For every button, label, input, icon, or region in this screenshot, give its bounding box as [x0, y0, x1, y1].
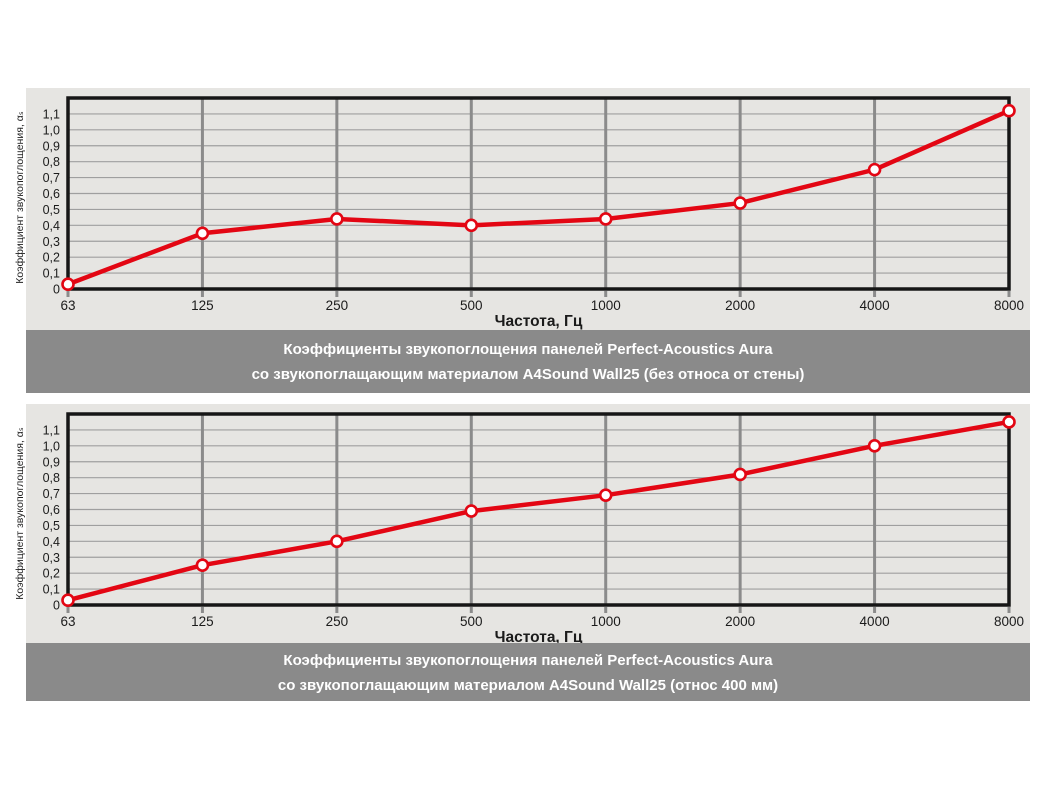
x-tick-label: 8000 — [994, 614, 1024, 629]
bottom-chart-y-axis-title: Коэффициент звукопоглощения, αₛ — [14, 427, 26, 600]
plot-border — [66, 96, 1011, 291]
data-point — [464, 504, 479, 518]
y-tick-label: 0,9 — [43, 455, 60, 469]
x-axis-title: Частота, Гц — [495, 629, 583, 646]
plot-border — [66, 412, 1011, 607]
data-point — [598, 212, 613, 226]
data-point — [733, 467, 747, 482]
y-tick-label: 0,5 — [43, 519, 60, 533]
y-tick-label: 1,0 — [43, 439, 60, 453]
top-chart-caption: Коэффициенты звукопоглощения панелей Per… — [26, 330, 1030, 393]
y-tick-label: 0,3 — [43, 235, 60, 249]
x-tick-label: 63 — [60, 614, 75, 629]
data-point — [598, 488, 613, 502]
bottom-chart-caption-line2: со звукопоглащающим материалом A4Sound W… — [277, 677, 779, 694]
x-tick-label: 1000 — [591, 614, 621, 629]
x-tick-label: 500 — [460, 298, 483, 313]
x-tick-label: 2000 — [725, 298, 755, 313]
y-tick-label: 0,2 — [43, 567, 60, 581]
bottom-chart-plot: 0 0,1 0,2 0,3 0,4 0,5 0,6 0,7 0,8 0,9 1,0 1,1 63 125 2… — [43, 412, 1024, 646]
y-tick-label: 0,6 — [43, 187, 60, 201]
data-point — [195, 558, 210, 573]
data-point — [195, 226, 210, 241]
y-tick-label: 0,9 — [43, 139, 60, 153]
y-tick-label: 0,4 — [43, 219, 60, 233]
y-tick-label: 0,2 — [43, 251, 60, 265]
x-tick-label: 250 — [326, 614, 349, 629]
x-tick-label: 125 — [191, 614, 214, 629]
top-chart-y-axis-title: Коэффициент звукопоглощения, αₛ — [14, 111, 26, 284]
y-tick-label: 0,1 — [43, 583, 60, 597]
x-axis-title: Частота, Гц — [495, 313, 583, 330]
x-tick-label: 2000 — [725, 614, 755, 629]
y-tick-label: 0,7 — [43, 487, 60, 501]
data-point — [330, 212, 344, 226]
data-point — [733, 196, 747, 210]
y-tick-label: 0 — [53, 283, 60, 297]
x-tick-label: 4000 — [860, 614, 890, 629]
data-point — [330, 534, 344, 549]
y-tick-label: 0,6 — [43, 503, 60, 517]
bottom-chart-caption: Коэффициенты звукопоглощения панелей Per… — [26, 643, 1030, 701]
y-tick-label: 0,5 — [43, 203, 60, 217]
x-tick-label: 125 — [191, 298, 214, 313]
x-tick-label: 8000 — [994, 298, 1024, 313]
data-point — [464, 218, 479, 233]
y-tick-label: 0 — [53, 599, 60, 613]
y-tick-label: 0,8 — [43, 471, 60, 485]
y-tick-label: 1,1 — [43, 107, 60, 121]
series-line — [65, 419, 1012, 603]
y-tick-label: 0,3 — [43, 551, 60, 565]
x-tick-label: 500 — [460, 614, 483, 629]
y-tick-label: 1,0 — [43, 123, 60, 137]
y-tick-label: 1,1 — [43, 423, 60, 437]
data-point — [61, 277, 75, 292]
x-tick-label: 1000 — [591, 298, 621, 313]
top-chart-caption-line2: со звукопоглащающим материалом A4Sound W… — [251, 366, 805, 383]
x-tick-label: 250 — [326, 298, 349, 313]
bottom-chart-caption-line1: Коэффициенты звукопоглощения панелей Per… — [283, 652, 773, 669]
y-tick-label: 0,8 — [43, 155, 60, 169]
x-tick-label: 4000 — [860, 298, 890, 313]
y-tick-label: 0,7 — [43, 171, 60, 185]
series-line — [65, 108, 1012, 287]
data-point — [1002, 415, 1016, 429]
top-chart-caption-line1: Коэффициенты звукопоглощения панелей Per… — [283, 341, 773, 358]
top-chart-panel: 0 0,1 0,2 0,3 0,4 0,5 0,6 0,7 0,8 0,9 1,0 1,1 63 125 2… — [26, 88, 1030, 330]
bottom-chart-panel: 0 0,1 0,2 0,3 0,4 0,5 0,6 0,7 0,8 0,9 1,0 1,1 63 125 2… — [26, 404, 1030, 646]
y-tick-label: 0,1 — [43, 267, 60, 281]
data-point — [867, 439, 882, 453]
y-tick-label: 0,4 — [43, 535, 60, 549]
x-tick-label: 63 — [60, 298, 75, 313]
data-point — [61, 593, 75, 608]
data-point — [1002, 103, 1016, 118]
top-chart-plot: 0 0,1 0,2 0,3 0,4 0,5 0,6 0,7 0,8 0,9 1,0 1,1 63 125 2… — [43, 96, 1024, 330]
data-point — [867, 162, 882, 177]
